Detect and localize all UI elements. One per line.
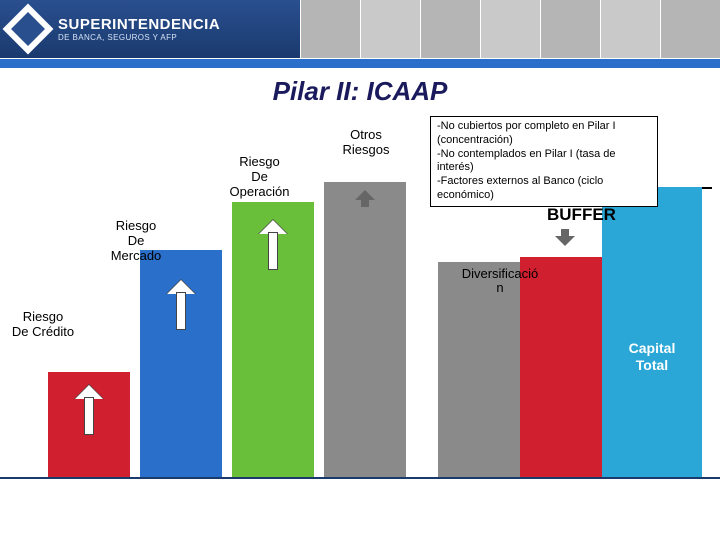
bar-label-operacion: RiesgoDeOperación bbox=[222, 155, 297, 200]
logo-diamond-icon bbox=[3, 4, 54, 55]
photo-stub bbox=[360, 0, 420, 58]
logo-block: SUPERINTENDENCIA DE BANCA, SEGUROS Y AFP bbox=[0, 11, 220, 47]
buffer-label: BUFFER bbox=[547, 205, 616, 225]
diversificacion-label: Diversificación bbox=[445, 267, 555, 296]
org-subtitle: DE BANCA, SEGUROS Y AFP bbox=[58, 33, 220, 42]
arrow-up-icon bbox=[259, 220, 287, 270]
photo-stub bbox=[600, 0, 660, 58]
otros-riesgos-callout: -No cubiertos por completo en Pilar I (c… bbox=[430, 116, 658, 207]
arrow-up-icon bbox=[167, 280, 195, 330]
photo-stub bbox=[300, 0, 360, 58]
photo-stub bbox=[420, 0, 480, 58]
chart-baseline bbox=[0, 477, 720, 479]
header-photo-strip bbox=[300, 0, 720, 58]
arrow-up-icon bbox=[355, 190, 375, 208]
page-title: Pilar II: ICAAP bbox=[0, 76, 720, 107]
photo-stub bbox=[540, 0, 600, 58]
photo-stub bbox=[480, 0, 540, 58]
icaap-chart: RiesgoDe Crédito RiesgoDeMercado RiesgoDeO… bbox=[0, 110, 720, 510]
arrow-up-icon bbox=[75, 385, 103, 435]
capital-total-label: CapitalTotal bbox=[622, 340, 682, 374]
arrow-down-icon bbox=[555, 228, 575, 246]
header-bar: SUPERINTENDENCIA DE BANCA, SEGUROS Y AFP bbox=[0, 0, 720, 58]
bar-label-mercado: RiesgoDeMercado bbox=[106, 219, 166, 264]
bar-otros bbox=[324, 182, 406, 477]
header-accent-strip bbox=[0, 58, 720, 68]
org-name: SUPERINTENDENCIA bbox=[58, 16, 220, 33]
bar-label-credito: RiesgoDe Crédito bbox=[8, 310, 78, 340]
photo-stub bbox=[660, 0, 720, 58]
logo-text: SUPERINTENDENCIA DE BANCA, SEGUROS Y AFP bbox=[58, 16, 220, 42]
bar-label-otros: OtrosRiesgos bbox=[336, 128, 396, 158]
bar-capital-total bbox=[602, 187, 702, 477]
